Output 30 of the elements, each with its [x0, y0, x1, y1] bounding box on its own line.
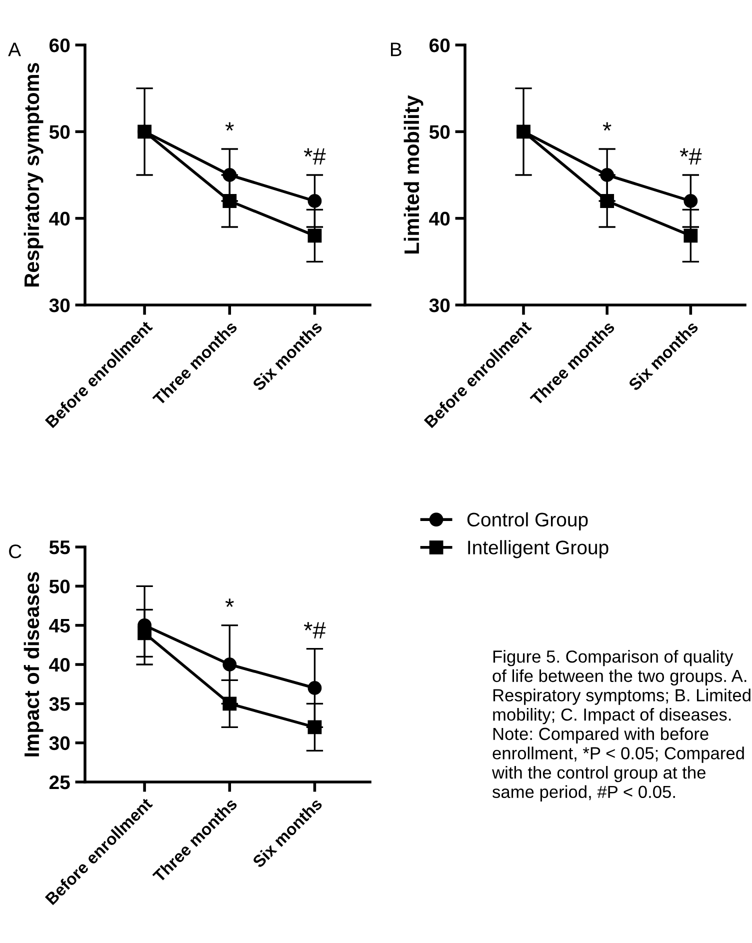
- annotation: *#: [680, 148, 702, 165]
- y-tick-label: 30: [49, 736, 70, 750]
- y-tick-label: 40: [49, 658, 70, 672]
- legend-label: Intelligent Group: [468, 540, 608, 558]
- y-tick-label: 50: [429, 125, 450, 139]
- y-tick-label: 60: [430, 38, 450, 52]
- chart-title: B: [390, 42, 402, 56]
- chart-title: C: [9, 544, 22, 558]
- y-tick-label: 50: [49, 580, 70, 594]
- y-tick-label: 30: [49, 298, 70, 312]
- y-tick-label: 60: [50, 38, 70, 52]
- y-tick-label: 35: [49, 697, 70, 711]
- legend-label: Control Group: [467, 512, 588, 530]
- y-tick-label: 30: [429, 298, 450, 312]
- y-tick-label: 45: [49, 619, 70, 633]
- y-tick-label: 40: [429, 212, 450, 226]
- caption: Figure 5. Comparison of quality of life between the two groups. A. Respiratory symptoms; B. Limited mobility; C. Impact of diseases. Note: Compared with before enrollment, *P < 0.05; Compared with the control group at the same period, #P < 0.05.: [492, 650, 750, 802]
- chart-title: A: [8, 42, 21, 56]
- y-tick-label: 55: [49, 540, 70, 554]
- annotation: *#: [304, 148, 326, 165]
- annotation: *: [225, 598, 234, 607]
- y-axis-title: Limited mobility: [404, 95, 424, 254]
- y-axis-title: Respiratory symptoms: [24, 62, 44, 286]
- y-tick-label: 40: [49, 212, 70, 226]
- y-tick-label: 50: [49, 125, 70, 139]
- annotation: *: [225, 122, 234, 131]
- annotation: *#: [304, 622, 326, 638]
- y-tick-label: 25: [49, 775, 70, 790]
- y-axis-title: Impact of diseases: [24, 572, 44, 756]
- annotation: *: [602, 122, 612, 131]
